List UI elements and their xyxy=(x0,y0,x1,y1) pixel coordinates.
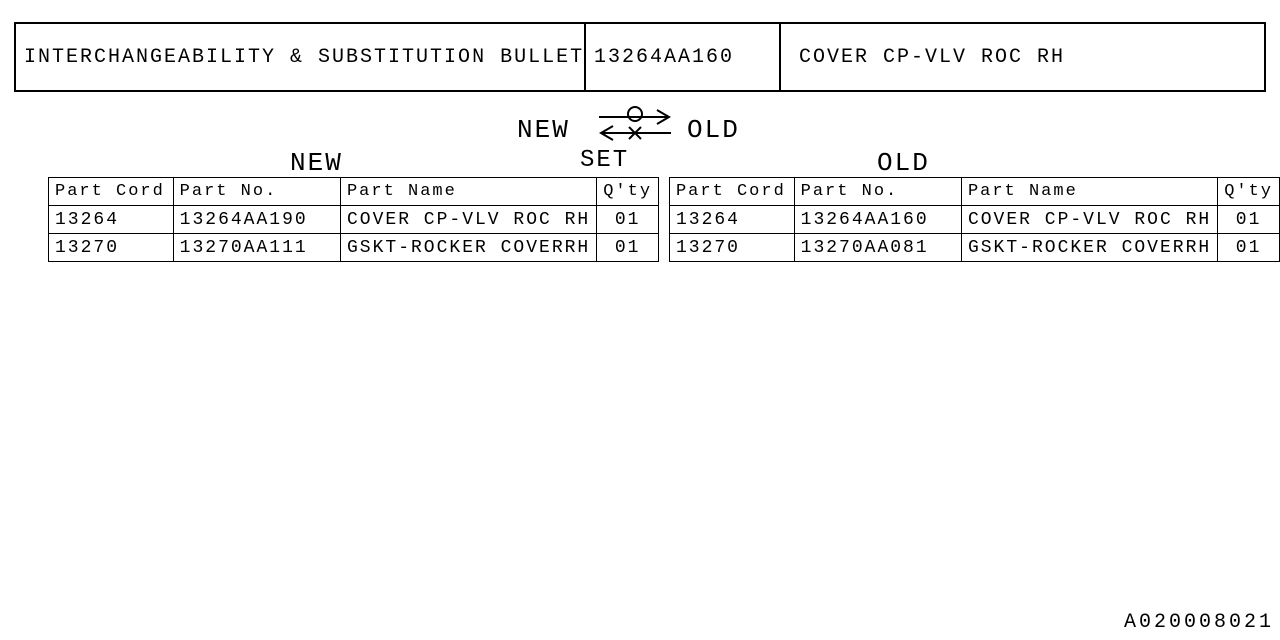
col-header-qty: Q'ty xyxy=(1218,178,1280,206)
cell-name: GSKT-ROCKER COVERRH xyxy=(340,234,596,262)
col-header-qty: Q'ty xyxy=(597,178,659,206)
col-header-name: Part Name xyxy=(961,178,1217,206)
header-box: INTERCHANGEABILITY & SUBSTITUTION BULLET… xyxy=(14,22,1266,92)
interchange-icon xyxy=(595,105,675,145)
section-new-label: NEW xyxy=(290,148,343,178)
section-old-label: OLD xyxy=(877,148,930,178)
table-header-row: Part Cord Part No. Part Name Q'ty xyxy=(49,178,659,206)
footer-code: A020008021 xyxy=(1124,611,1274,634)
cell-no: 13270AA111 xyxy=(173,234,340,262)
header-title: INTERCHANGEABILITY & SUBSTITUTION BULLET… xyxy=(16,24,586,90)
header-part-name: COVER CP-VLV ROC RH xyxy=(781,24,1264,90)
cell-cord: 13270 xyxy=(49,234,174,262)
table-row: 13270 13270AA081 GSKT-ROCKER COVERRH 01 xyxy=(669,234,1279,262)
col-header-no: Part No. xyxy=(794,178,961,206)
cell-qty: 01 xyxy=(597,206,659,234)
cell-no: 13264AA160 xyxy=(794,206,961,234)
table-row: 13264 13264AA160 COVER CP-VLV ROC RH 01 xyxy=(669,206,1279,234)
cell-name: COVER CP-VLV ROC RH xyxy=(340,206,596,234)
table-header-row: Part Cord Part No. Part Name Q'ty xyxy=(669,178,1279,206)
cell-qty: 01 xyxy=(1218,234,1280,262)
table-row: 13270 13270AA111 GSKT-ROCKER COVERRH 01 xyxy=(49,234,659,262)
old-parts-table: Part Cord Part No. Part Name Q'ty 13264 … xyxy=(669,177,1280,262)
page: INTERCHANGEABILITY & SUBSTITUTION BULLET… xyxy=(0,0,1280,640)
cell-name: GSKT-ROCKER COVERRH xyxy=(961,234,1217,262)
table-row: 13264 13264AA190 COVER CP-VLV ROC RH 01 xyxy=(49,206,659,234)
cell-no: 13270AA081 xyxy=(794,234,961,262)
cell-cord: 13264 xyxy=(669,206,794,234)
diagram-new-label: NEW xyxy=(517,115,570,145)
col-header-cord: Part Cord xyxy=(669,178,794,206)
table-gap xyxy=(659,177,669,262)
col-header-no: Part No. xyxy=(173,178,340,206)
cell-no: 13264AA190 xyxy=(173,206,340,234)
cell-qty: 01 xyxy=(597,234,659,262)
diagram-old-label: OLD xyxy=(687,115,740,145)
tables-container: Part Cord Part No. Part Name Q'ty 13264 … xyxy=(48,177,1280,262)
cell-cord: 13264 xyxy=(49,206,174,234)
cell-name: COVER CP-VLV ROC RH xyxy=(961,206,1217,234)
cell-cord: 13270 xyxy=(669,234,794,262)
col-header-cord: Part Cord xyxy=(49,178,174,206)
set-label: SET xyxy=(580,147,629,174)
cell-qty: 01 xyxy=(1218,206,1280,234)
new-parts-table: Part Cord Part No. Part Name Q'ty 13264 … xyxy=(48,177,659,262)
header-part-no: 13264AA160 xyxy=(586,24,781,90)
col-header-name: Part Name xyxy=(340,178,596,206)
diagram-row: NEW OLD SET NEW OLD xyxy=(0,105,1280,165)
